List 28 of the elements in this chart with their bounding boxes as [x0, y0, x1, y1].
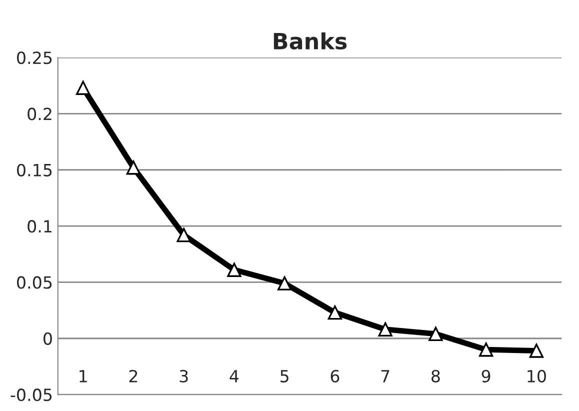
x-tick-label: 1 [80, 370, 87, 382]
point [378, 322, 392, 336]
x-tick-label: 3 [180, 370, 188, 382]
y-tick-label: 0 [44, 332, 52, 345]
point [277, 276, 292, 290]
y-tick-label: 0.1 [28, 220, 52, 233]
x-tick-label: 6 [330, 370, 340, 382]
x-tick-label: 10 [528, 370, 546, 382]
chart-title: Banks [274, 32, 347, 50]
y-tick-label: 0.25 [17, 52, 52, 64]
point [478, 342, 494, 357]
x-tick-label: 2 [129, 370, 138, 382]
point [328, 305, 342, 320]
x-tick-label: 8 [432, 370, 440, 382]
y-tick-label: 0.15 [17, 164, 52, 176]
point [76, 80, 90, 95]
x-tick-label: 4 [230, 370, 239, 382]
x-tick-label: 7 [381, 370, 390, 382]
y-tick-label: 0.2 [28, 108, 52, 120]
point [428, 326, 443, 341]
point [126, 160, 141, 175]
x-tick-label: 9 [482, 370, 490, 382]
x-tick-label: 5 [280, 370, 288, 382]
point [227, 262, 242, 277]
point [176, 228, 191, 242]
point [529, 344, 544, 358]
y-tick-label: 0.05 [17, 276, 52, 289]
y-tick-label: -0.05 [10, 388, 52, 402]
